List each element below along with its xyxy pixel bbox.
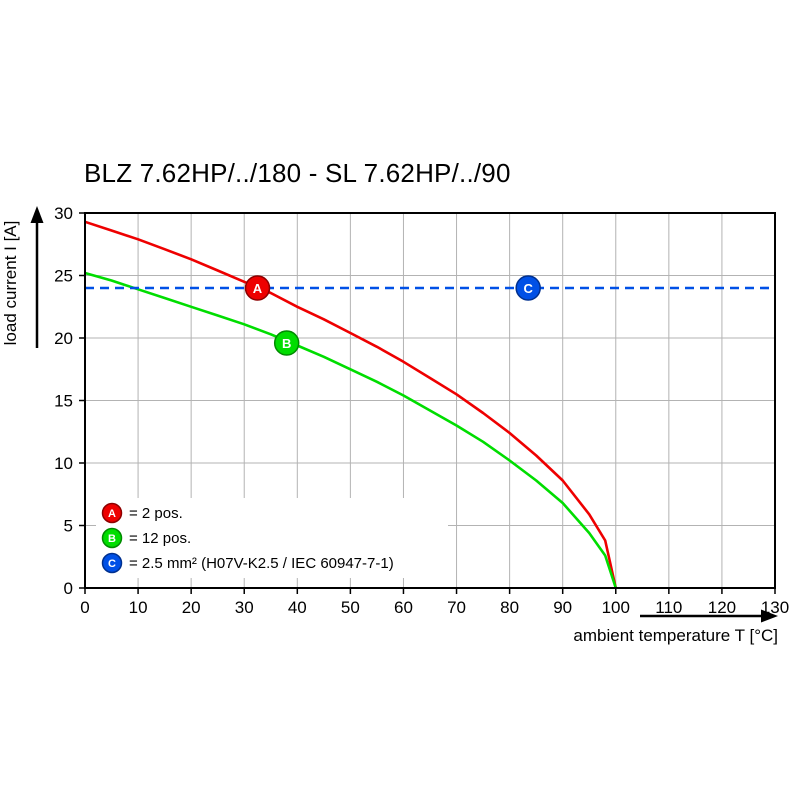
x-tick-label: 70 (447, 598, 466, 617)
x-tick-label: 90 (553, 598, 572, 617)
y-tick-label: 30 (54, 204, 73, 223)
legend-badge-letter-B: B (108, 533, 116, 545)
legend-label-A: = 2 pos. (129, 505, 183, 522)
y-tick-label: 15 (54, 392, 73, 411)
legend-badge-A (101, 502, 123, 524)
x-tick-label: 100 (602, 598, 630, 617)
plot-border (84, 212, 776, 589)
marker-C (515, 275, 541, 301)
y-tick-label: 0 (64, 579, 73, 598)
x-tick-label: 20 (182, 598, 201, 617)
marker-letter-A: A (253, 281, 263, 296)
x-tick-label: 60 (394, 598, 413, 617)
y-axis-label: load current I [A] (1, 221, 20, 346)
x-axis-label: ambient temperature T [°C] (573, 626, 778, 645)
x-tick-label: 10 (129, 598, 148, 617)
marker-letter-C: C (523, 281, 533, 296)
x-tick-label: 80 (500, 598, 519, 617)
marker-A (244, 275, 271, 301)
x-tick-label: 0 (80, 598, 89, 617)
x-axis-arrow-head (761, 609, 778, 623)
x-tick-label: 110 (655, 598, 682, 617)
y-tick-label: 20 (54, 329, 73, 348)
legend-badge-B (101, 527, 123, 549)
y-axis-arrow-head (30, 206, 44, 223)
y-tick-label: 5 (64, 517, 73, 536)
legend-background (96, 498, 448, 578)
legend-badge-C (101, 552, 123, 574)
x-tick-label: 120 (708, 598, 736, 617)
marker-letter-B: B (282, 336, 291, 351)
y-tick-label: 10 (54, 454, 73, 473)
marker-B (273, 330, 300, 356)
legend-label-B: = 12 pos. (129, 530, 191, 547)
series-B-curve (84, 271, 618, 589)
x-tick-label: 50 (341, 598, 360, 617)
y-tick-label: 25 (54, 267, 73, 286)
legend-label-C: = 2.5 mm² (H07V-K2.5 / IEC 60947-7-1) (129, 555, 394, 572)
chart-title: BLZ 7.62HP/../180 - SL 7.62HP/../90 (84, 158, 511, 188)
x-tick-label: 30 (235, 598, 254, 617)
legend-badge-letter-A: A (108, 508, 116, 520)
series-A-curve (84, 220, 618, 589)
legend-badge-letter-C: C (108, 558, 116, 570)
x-tick-label: 40 (288, 598, 307, 617)
